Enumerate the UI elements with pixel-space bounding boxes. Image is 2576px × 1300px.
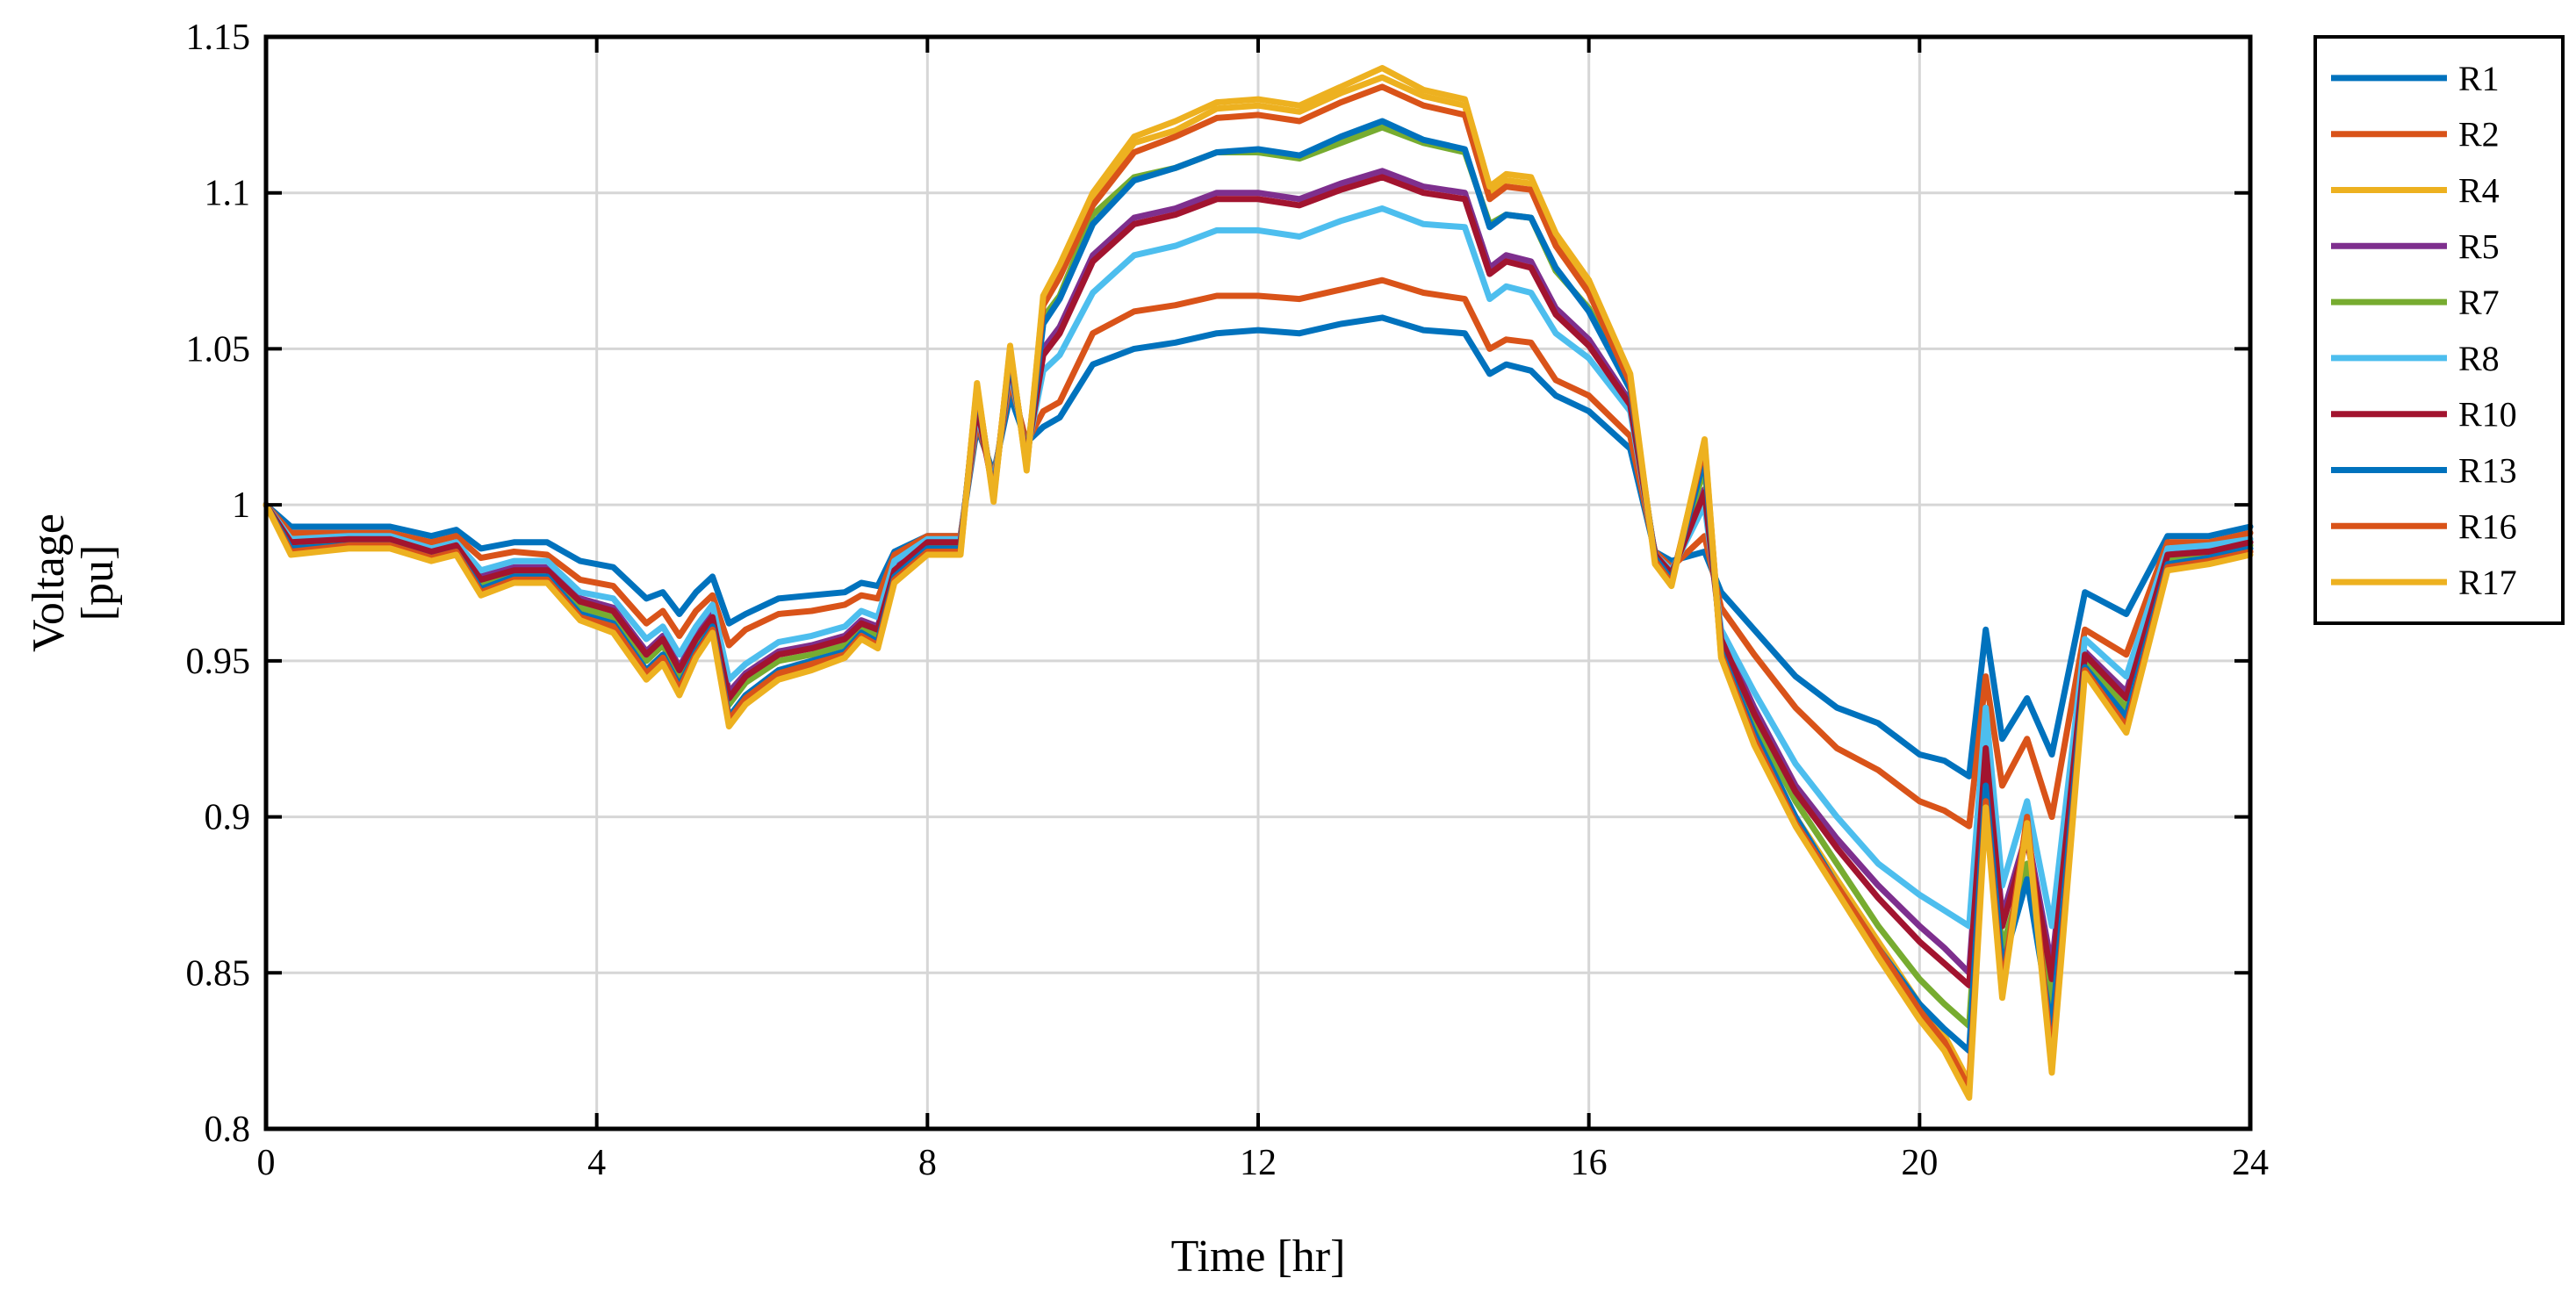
series-line-r2 — [263, 277, 2254, 830]
legend-label-r17: R17 — [2458, 563, 2517, 602]
x-tick-label: 4 — [587, 1143, 606, 1183]
series-line-r16 — [263, 83, 2254, 1092]
legend-label-r13: R13 — [2458, 451, 2517, 491]
x-axis-ticks: 0 4 8 12 16 20 24 — [257, 37, 2269, 1183]
x-tick-label: 12 — [1240, 1143, 1277, 1183]
series-line-r10 — [263, 174, 2254, 988]
x-axis-title: Time [hr] — [1171, 1232, 1346, 1282]
x-tick-label: 24 — [2232, 1143, 2269, 1183]
legend-label-r1: R1 — [2458, 59, 2500, 98]
y-tick-label: 0.8 — [205, 1110, 251, 1150]
y-tick-label: 0.85 — [186, 953, 251, 994]
y-tick-label: 0.95 — [186, 642, 251, 682]
y-tick-label: 1 — [232, 485, 250, 526]
legend-box — [2313, 35, 2565, 625]
legend-label-r16: R16 — [2458, 506, 2517, 546]
y-tick-label: 0.9 — [205, 798, 251, 838]
legend-label-r4: R4 — [2458, 171, 2500, 211]
y-tick-label: 1.05 — [186, 329, 251, 370]
x-tick-label: 20 — [1901, 1143, 1938, 1183]
y-tick-label: 1.1 — [205, 174, 251, 214]
series-line-r1 — [263, 314, 2254, 779]
legend-label-r8: R8 — [2458, 339, 2500, 378]
x-tick-label: 0 — [257, 1143, 276, 1183]
series-line-r8 — [263, 205, 2254, 930]
legend-label-r7: R7 — [2458, 283, 2500, 322]
legend-label-r10: R10 — [2458, 395, 2517, 435]
x-tick-label: 8 — [918, 1143, 937, 1183]
legend-label-r5: R5 — [2458, 226, 2500, 266]
y-axis-ticks: 0.8 0.85 0.9 0.95 1 1.05 1.1 1.15 — [186, 18, 2250, 1150]
y-tick-label: 1.15 — [186, 18, 251, 58]
x-tick-label: 16 — [1571, 1143, 1608, 1183]
legend: R1 R2 R4 R5 R7 R8 R10 R13 R16 R17 — [2313, 35, 2565, 625]
series-lines — [263, 65, 2254, 1101]
y-axis-title-line1: Voltage — [24, 514, 74, 652]
legend-label-r2: R2 — [2458, 115, 2500, 154]
grid-lines — [266, 37, 2250, 1129]
y-axis-title-line2: [pu] — [73, 545, 123, 621]
series-line-r17 — [263, 65, 2254, 1101]
